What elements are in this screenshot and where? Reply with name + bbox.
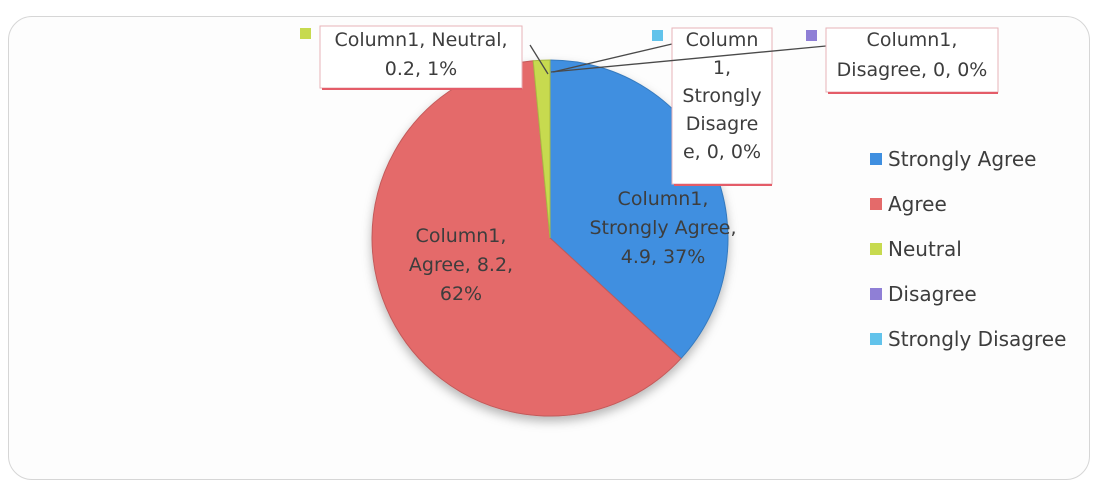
leader-line-disagree [550, 45, 827, 73]
legend-swatch-strongly-disagree [870, 333, 882, 345]
legend-swatch-agree [870, 198, 882, 210]
legend-label-disagree: Disagree [888, 282, 977, 306]
data-label-line: Column1, Neutral, [334, 29, 507, 51]
data-label-line: 4.9, 37% [621, 246, 706, 268]
data-label-swatch-disagree [806, 30, 817, 41]
data-label-line: Disagre [686, 113, 759, 135]
data-label-swatch-strongly-disagree [652, 30, 663, 41]
data-label-box-neutral [319, 25, 523, 89]
data-label-line: Column [686, 29, 759, 51]
data-label-line: Agree, 8.2, [409, 254, 513, 276]
data-label-neutral: Column1, Neutral, 0.2, 1% [334, 29, 507, 80]
data-label-swatch-neutral [300, 28, 311, 39]
data-label-line: Column1, [618, 188, 709, 210]
legend-label-neutral: Neutral [888, 237, 962, 261]
data-label-line: Strongly Agree, [589, 217, 736, 239]
legend: Strongly Agree Agree Neutral Disagree Strong… [870, 147, 1066, 351]
leader-line-strongly-disagree [552, 43, 673, 73]
data-label-line: 1, [713, 57, 731, 79]
data-label-line: e, 0, 0% [683, 141, 761, 163]
data-label-box-disagree [825, 27, 999, 93]
leader-line-neutral [529, 44, 549, 75]
data-label-disagree: Column1, Disagree, 0, 0% [837, 29, 988, 81]
data-label-box-strongly-disagree [671, 27, 773, 185]
legend-label-agree: Agree [888, 192, 947, 216]
data-label-strongly-agree: Column1, Strongly Agree, 4.9, 37% [589, 188, 736, 268]
data-label-line: 62% [440, 283, 482, 305]
data-label-line: Column1, [416, 225, 507, 247]
data-label-line: Disagree, 0, 0% [837, 59, 988, 81]
legend-swatch-strongly-agree [870, 153, 882, 165]
data-label-strongly-disagree: Column 1, Strongly Disagre e, 0, 0% [682, 29, 761, 163]
legend-swatch-neutral [870, 243, 882, 255]
legend-swatch-disagree [870, 288, 882, 300]
pie-slice-agree [371, 60, 682, 417]
legend-label-strongly-disagree: Strongly Disagree [888, 327, 1066, 351]
legend-label-strongly-agree: Strongly Agree [888, 147, 1036, 171]
data-label-line: Strongly [682, 85, 761, 107]
data-label-agree: Column1, Agree, 8.2, 62% [409, 225, 513, 305]
pie-slice-neutral [532, 59, 551, 239]
data-label-line: Column1, [867, 29, 958, 51]
data-label-line: 0.2, 1% [385, 58, 457, 80]
